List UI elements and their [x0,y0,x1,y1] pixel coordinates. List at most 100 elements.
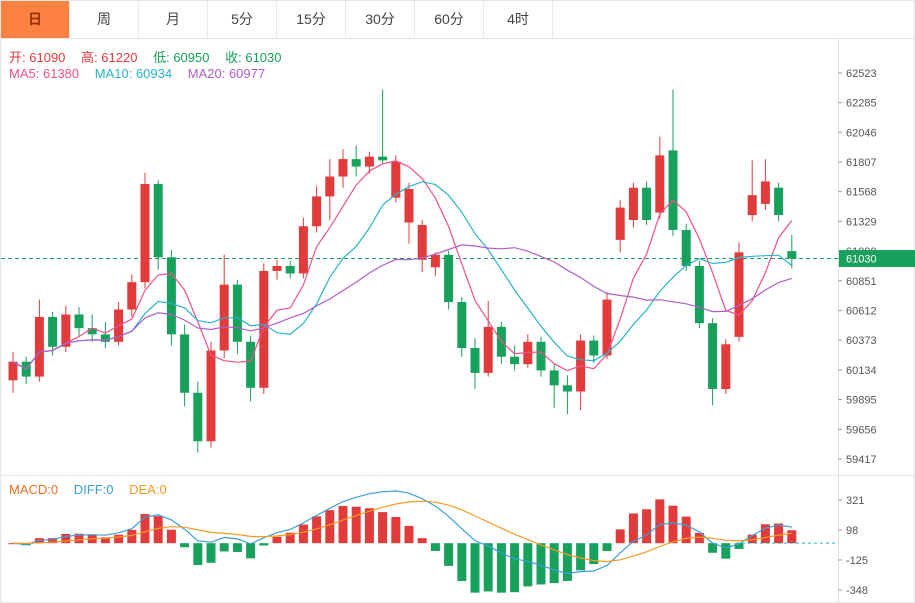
ma5-line [12,160,793,372]
macd-bar [787,530,797,544]
macd-bar [259,543,269,546]
candle-body [708,323,718,390]
tab-month[interactable]: 月 [139,1,208,38]
candle-body [298,226,308,274]
candle-body [628,187,638,221]
macd-bar [364,508,374,544]
candle-body [193,392,203,442]
macd-bar [272,536,282,544]
macd-bar [562,543,572,581]
macd-value: 0 [50,482,59,497]
macd-bar [708,543,718,553]
candle-body [180,334,190,393]
macd-chart[interactable]: 321 98 -125 -348 [1,476,915,602]
candle-body [259,270,269,388]
candle-body [536,341,546,371]
macd-bar [312,516,322,544]
candle-body [34,316,44,377]
macd-bar [602,543,612,551]
macd-bar [444,543,454,566]
main-axis-label: 59656 [846,424,877,436]
main-axis-label: 61568 [846,187,877,199]
candle-body [655,155,665,213]
high-info: 高: 61220 [81,50,137,65]
close-label: 收: [225,50,242,65]
macd-bar [351,506,361,544]
candle-body [166,257,176,335]
candle-body [774,187,784,216]
candle-body [549,370,559,386]
candle-body [61,314,71,347]
macd-axis-label: 321 [846,495,864,507]
macd-axis-label: -125 [846,555,868,567]
main-axis-label: 61807 [846,157,877,169]
macd-bar [615,529,625,544]
close-value: 61030 [245,50,282,65]
macd-bar [747,534,757,544]
close-info: 收: 61030 [225,50,281,65]
candle-body [364,156,374,167]
macd-bar [246,543,256,559]
tab-min30[interactable]: 30分 [346,1,415,38]
main-axis-label: 60373 [846,335,877,347]
candle-body [760,181,770,204]
macd-axis-label: -348 [846,585,868,597]
macd-bar [417,538,427,544]
macd-bar [536,543,546,585]
macd-bar [74,533,84,544]
timeframe-toolbar: 日周月 5分 15分 30分 60分 4时 [1,1,914,39]
tab-min15[interactable]: 15分 [277,1,346,38]
macd-bar [100,537,110,544]
candle-body [8,361,18,381]
macd-bar [496,543,506,593]
tab-min60[interactable]: 60分 [415,1,484,38]
ma10-info: MA10: 60934 [95,66,172,81]
macd-bar [576,543,586,571]
dea-line [12,500,792,563]
macd-axis-label: 98 [846,525,858,537]
macd-bar [681,516,691,544]
candle-body [48,316,58,347]
candle-body [668,150,678,230]
macd-bar [206,543,216,563]
candle-body [378,156,388,161]
diff-value: 0 [106,482,114,497]
ma5-value: 61380 [42,66,80,81]
tab-min5[interactable]: 5分 [208,1,277,38]
macd-bar [166,529,176,544]
macd-bar [193,543,203,566]
macd-bar [378,512,388,544]
macd-bar [140,514,150,544]
candle-body [153,183,163,258]
ohlc-info-bar: 开: 61090 高: 61220 低: 60950 收: 61030 [9,47,294,66]
macd-bar [219,543,229,552]
diff-info: DIFF:0 [74,482,114,497]
macd-bar [694,532,704,544]
candle-body [100,334,110,342]
macd-bar [760,524,770,544]
macd-bar [655,499,665,544]
candle-body [483,326,493,373]
tab-week[interactable]: 周 [70,1,139,38]
tab-hour4[interactable]: 4时 [484,1,553,38]
main-axis-label: 61329 [846,216,877,228]
candle-body [747,195,757,216]
open-value: 61090 [29,50,66,65]
candle-body [87,328,97,335]
diff-label: DIFF: [73,482,107,497]
candle-body [457,302,467,349]
macd-bar [457,543,467,582]
macd-bar [430,543,440,551]
macd-bar [338,505,348,544]
candle-body [430,254,440,268]
macd-bar [523,543,533,587]
candlestick-chart[interactable]: 62523 62285 62046 61807 61568 61329 61090 60851… [1,39,915,475]
macd-bar [668,505,678,544]
tab-day[interactable]: 日 [1,1,70,38]
candle-body [470,348,480,373]
macd-info: MACD:0 [9,482,58,497]
macd-bar [549,543,559,584]
candle-body [206,350,216,442]
candle-body [140,183,150,283]
dea-label: DEA: [129,482,160,497]
